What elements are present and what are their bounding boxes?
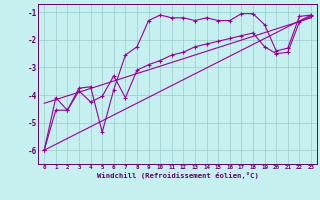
X-axis label: Windchill (Refroidissement éolien,°C): Windchill (Refroidissement éolien,°C) [97,172,259,179]
